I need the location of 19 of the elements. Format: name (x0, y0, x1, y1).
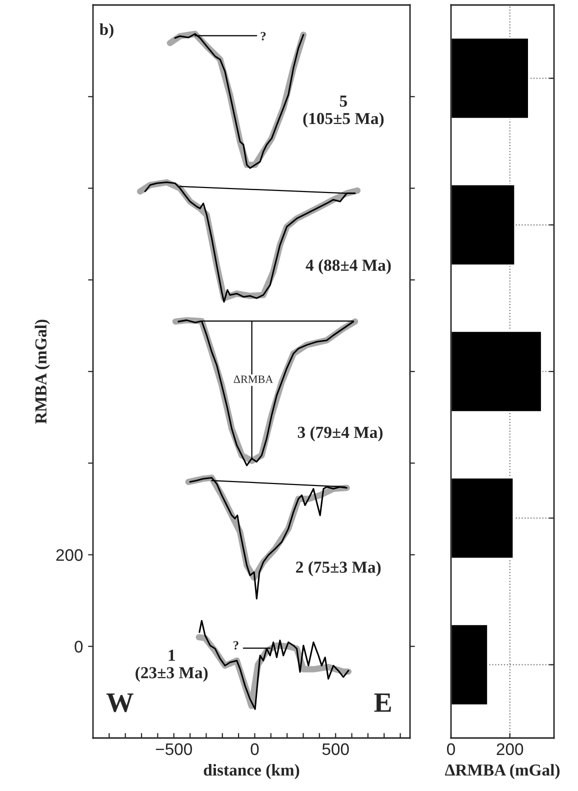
annotation: ΔRMBA (234, 376, 274, 383)
text: b) (100, 23, 114, 38)
x-tick-label: 200 (496, 743, 524, 756)
annotation: ? (234, 641, 238, 650)
x-tick-label: 500 (322, 743, 349, 756)
annotation: 3 (79±4 Ma) (298, 426, 383, 442)
annotation: 4 (88±4 Ma) (306, 259, 391, 274)
annotation: E (374, 694, 391, 712)
x-axis-title: ΔRMBA (mGal) (444, 764, 560, 780)
annotation: W (106, 694, 134, 712)
annotation: 2 (75±3 Ma) (296, 561, 381, 576)
x-tick-label: 0 (250, 743, 259, 756)
annotation: 5 (105±5 Ma) (303, 96, 384, 128)
x-tick-label: 0 (447, 743, 455, 756)
annotation: ? (260, 32, 266, 40)
x-axis-title: distance (km) (204, 764, 300, 780)
x-tick-label: −500 (156, 743, 192, 756)
y-axis-title: RMBA (mGal) (34, 320, 50, 424)
annotation: 1 (23±3 Ma) (136, 650, 208, 682)
